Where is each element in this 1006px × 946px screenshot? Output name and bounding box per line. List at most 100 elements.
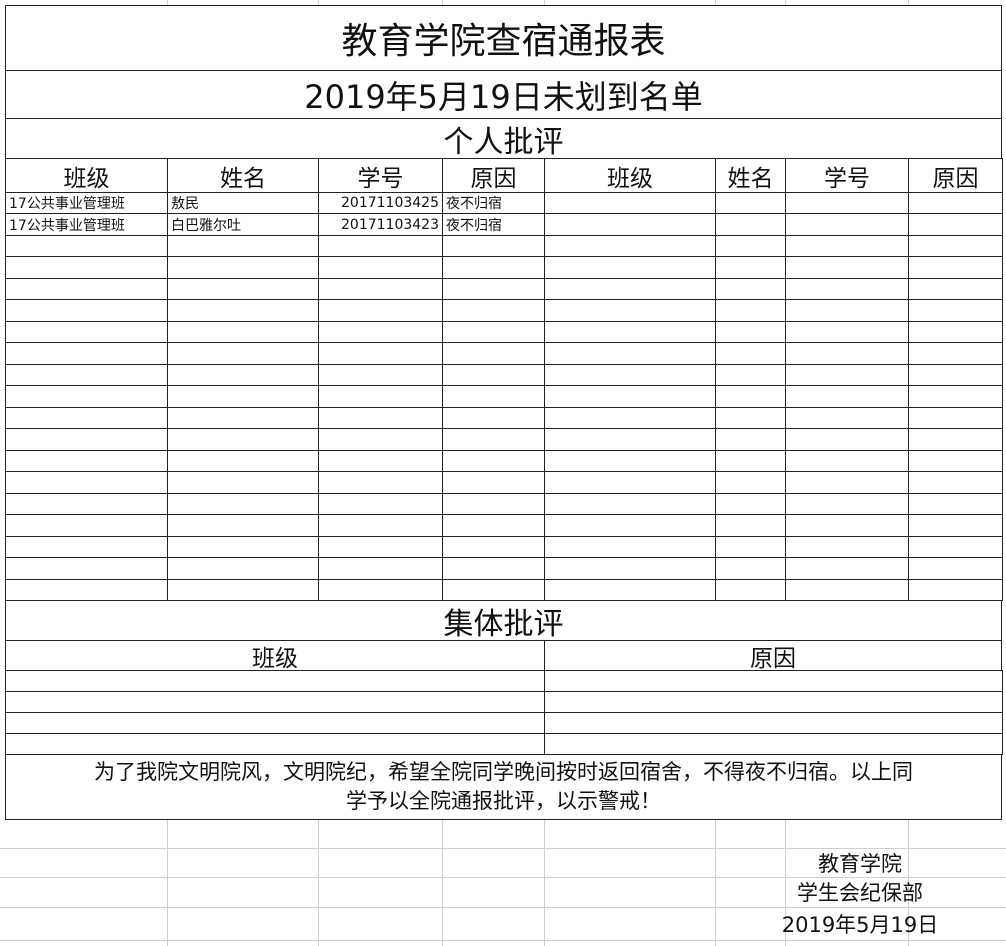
table-cell[interactable] (715, 471, 786, 494)
table-cell[interactable] (5, 407, 168, 429)
table-cell[interactable] (908, 278, 1003, 300)
table-cell[interactable] (908, 428, 1003, 451)
table-cell[interactable] (785, 514, 909, 537)
table-cell[interactable] (715, 536, 786, 558)
table-cell[interactable] (167, 342, 319, 365)
table-cell[interactable] (715, 192, 786, 214)
table-cell[interactable] (908, 342, 1003, 365)
table-cell[interactable] (5, 691, 545, 713)
table-cell[interactable] (785, 321, 909, 343)
table-cell[interactable] (442, 493, 545, 515)
table-cell[interactable] (167, 579, 319, 601)
table-cell[interactable] (318, 385, 443, 408)
table-cell[interactable]: 20171103423 (318, 213, 443, 236)
table-cell[interactable] (544, 364, 716, 386)
table-cell[interactable] (442, 385, 545, 408)
table-cell[interactable] (785, 579, 909, 601)
table-cell[interactable] (544, 691, 1003, 713)
table-cell[interactable] (908, 192, 1003, 214)
table-cell[interactable] (908, 364, 1003, 386)
table-cell[interactable] (715, 557, 786, 580)
table-cell[interactable] (908, 536, 1003, 558)
table-cell[interactable] (167, 407, 319, 429)
table-cell[interactable] (544, 299, 716, 322)
table-cell[interactable] (715, 493, 786, 515)
table-cell[interactable] (318, 407, 443, 429)
table-cell[interactable] (785, 299, 909, 322)
table-cell[interactable] (5, 733, 545, 755)
table-cell[interactable]: 夜不归宿 (442, 192, 545, 214)
table-cell[interactable] (318, 493, 443, 515)
table-cell[interactable] (785, 450, 909, 472)
table-cell[interactable] (442, 407, 545, 429)
table-cell[interactable] (715, 299, 786, 322)
table-cell[interactable] (167, 493, 319, 515)
table-cell[interactable]: 17公共事业管理班 (5, 213, 168, 236)
table-cell[interactable] (715, 278, 786, 300)
table-cell[interactable] (442, 536, 545, 558)
table-cell[interactable] (544, 493, 716, 515)
table-cell[interactable] (785, 256, 909, 279)
table-cell[interactable] (442, 321, 545, 343)
table-cell[interactable] (715, 256, 786, 279)
table-cell[interactable] (908, 579, 1003, 601)
table-cell[interactable] (785, 364, 909, 386)
table-cell[interactable] (785, 407, 909, 429)
table-cell[interactable] (318, 514, 443, 537)
table-cell[interactable] (715, 428, 786, 451)
table-cell[interactable] (5, 299, 168, 322)
table-cell[interactable] (167, 256, 319, 279)
table-cell[interactable] (5, 342, 168, 365)
table-cell[interactable] (544, 450, 716, 472)
table-cell[interactable] (715, 321, 786, 343)
table-cell[interactable] (5, 364, 168, 386)
table-cell[interactable]: 白巴雅尔吐 (167, 213, 319, 236)
table-cell[interactable] (544, 557, 716, 580)
table-cell[interactable] (544, 213, 716, 236)
table-cell[interactable] (908, 213, 1003, 236)
table-cell[interactable] (318, 579, 443, 601)
table-cell[interactable] (442, 514, 545, 537)
table-cell[interactable] (167, 278, 319, 300)
table-cell[interactable] (318, 428, 443, 451)
table-cell[interactable] (908, 321, 1003, 343)
table-cell[interactable] (908, 256, 1003, 279)
table-cell[interactable] (715, 364, 786, 386)
table-cell[interactable] (318, 342, 443, 365)
table-cell[interactable] (167, 536, 319, 558)
table-cell[interactable] (908, 493, 1003, 515)
table-cell[interactable] (318, 536, 443, 558)
table-cell[interactable] (544, 670, 1003, 692)
table-cell[interactable]: 20171103425 (318, 192, 443, 214)
table-cell[interactable] (5, 536, 168, 558)
table-cell[interactable] (5, 256, 168, 279)
table-cell[interactable] (167, 557, 319, 580)
table-cell[interactable] (167, 235, 319, 257)
table-cell[interactable] (5, 235, 168, 257)
table-cell[interactable] (785, 278, 909, 300)
table-cell[interactable] (715, 450, 786, 472)
table-cell[interactable] (785, 536, 909, 558)
table-cell[interactable] (318, 235, 443, 257)
table-cell[interactable] (442, 557, 545, 580)
table-cell[interactable] (167, 450, 319, 472)
table-cell[interactable] (785, 213, 909, 236)
table-cell[interactable] (318, 278, 443, 300)
table-cell[interactable] (785, 385, 909, 408)
table-cell[interactable] (544, 407, 716, 429)
table-cell[interactable] (318, 471, 443, 494)
table-cell[interactable] (318, 364, 443, 386)
table-cell[interactable]: 敖民 (167, 192, 319, 214)
table-cell[interactable] (318, 299, 443, 322)
table-cell[interactable] (715, 407, 786, 429)
table-cell[interactable] (5, 471, 168, 494)
table-cell[interactable] (5, 557, 168, 580)
table-cell[interactable]: 夜不归宿 (442, 213, 545, 236)
table-cell[interactable] (544, 733, 1003, 755)
table-cell[interactable] (544, 428, 716, 451)
table-cell[interactable] (442, 364, 545, 386)
table-cell[interactable] (715, 514, 786, 537)
table-cell[interactable] (442, 235, 545, 257)
table-cell[interactable] (167, 364, 319, 386)
table-cell[interactable] (167, 299, 319, 322)
